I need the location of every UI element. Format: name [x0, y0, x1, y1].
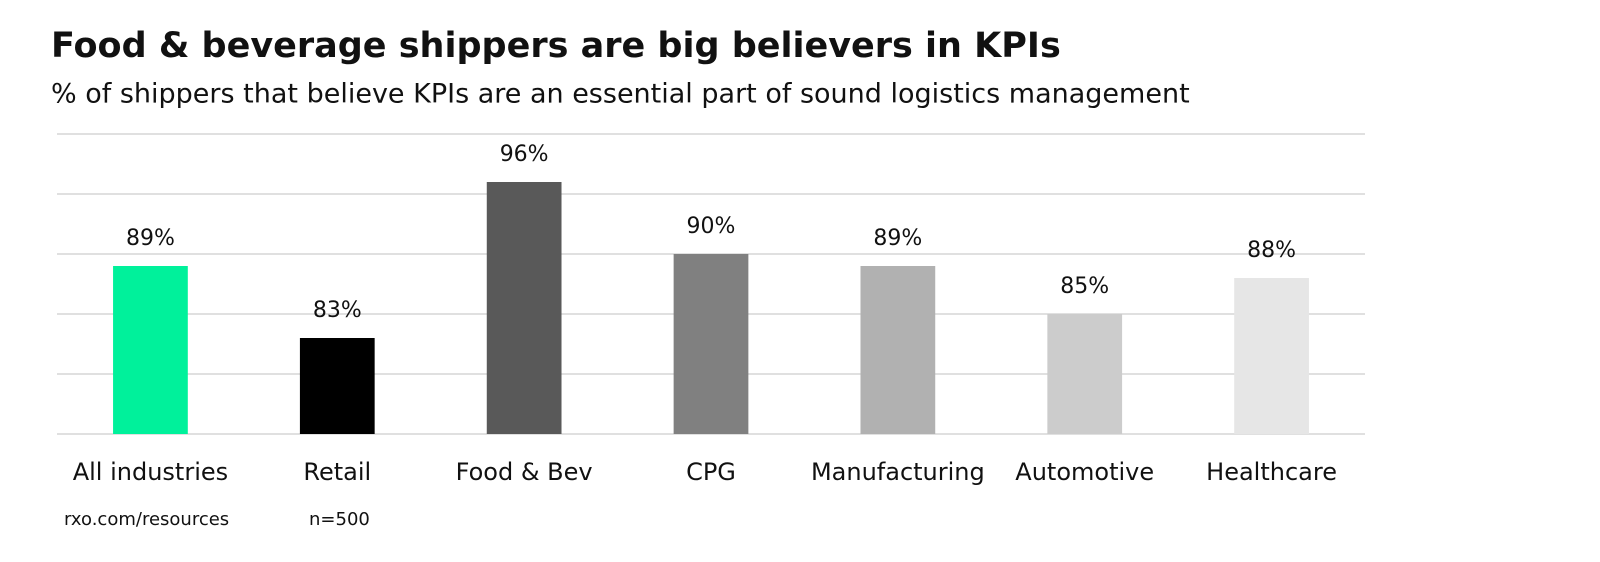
bar — [860, 266, 936, 434]
x-tick-label: Manufacturing — [811, 458, 985, 486]
value-label: 89% — [873, 226, 922, 251]
bar — [1234, 278, 1309, 434]
value-label: 90% — [687, 214, 736, 239]
x-tick-label: All industries — [73, 458, 228, 486]
bar — [486, 182, 562, 434]
chart-title: Food & beverage shippers are big believe… — [51, 26, 1061, 66]
note: n=500 — [309, 509, 370, 530]
bar — [299, 338, 375, 434]
source: rxo.com/resources — [64, 509, 229, 530]
x-tick-label: CPG — [686, 458, 736, 486]
bar — [113, 266, 188, 434]
value-label: 83% — [313, 298, 362, 323]
x-tick-label: Retail — [303, 458, 371, 486]
bar — [1047, 314, 1123, 434]
chart-subtitle: % of shippers that believe KPIs are an e… — [51, 79, 1190, 110]
value-label: 96% — [500, 142, 549, 167]
value-label: 89% — [126, 226, 175, 251]
x-tick-label: Healthcare — [1206, 458, 1337, 486]
x-tick-label: Automotive — [1015, 458, 1154, 486]
x-tick-label: Food & Bev — [456, 458, 593, 486]
value-label: 85% — [1060, 274, 1109, 299]
bar — [673, 254, 749, 434]
value-label: 88% — [1247, 238, 1296, 263]
